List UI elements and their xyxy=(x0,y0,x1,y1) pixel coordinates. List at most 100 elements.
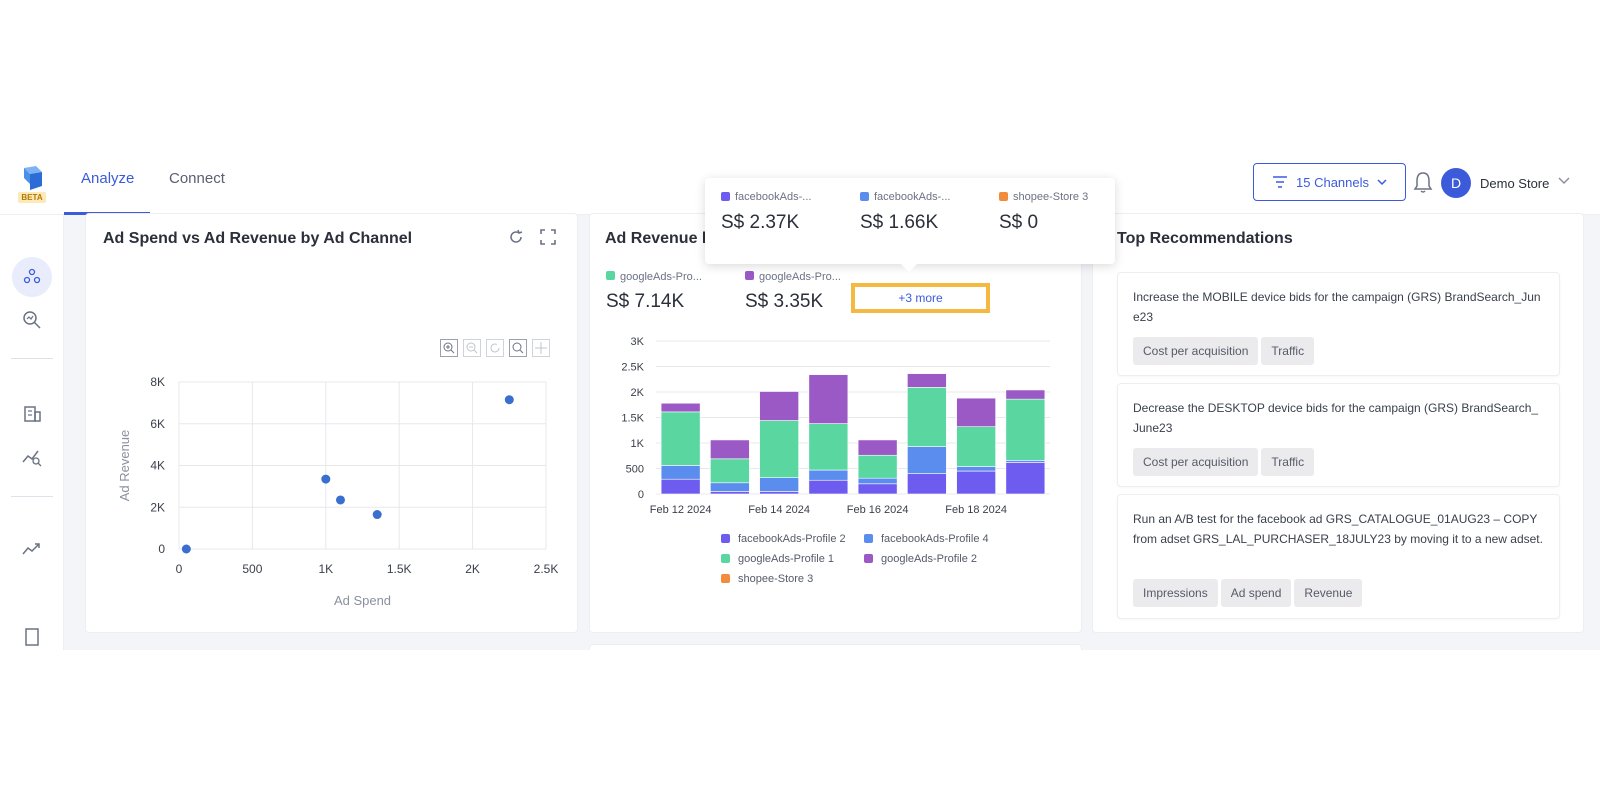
sidebar xyxy=(0,215,64,650)
y-tick-label: 4K xyxy=(150,459,165,473)
recommendation-item[interactable]: Decrease the DESKTOP device bids for the… xyxy=(1117,383,1560,487)
recommendation-tags: Cost per acquisition Traffic xyxy=(1133,337,1317,365)
bar-segment xyxy=(1005,398,1046,461)
tag: Cost per acquisition xyxy=(1133,337,1259,365)
y-tick-label: 500 xyxy=(626,464,644,476)
sidebar-item-insights-icon[interactable] xyxy=(20,537,44,561)
legend-top-value: S$ 7.14K xyxy=(606,291,685,312)
logo[interactable]: BETA xyxy=(18,164,46,204)
sidebar-item-store-icon[interactable] xyxy=(20,401,44,425)
tooltip-label: facebookAds-... xyxy=(874,190,951,203)
zoom-in-icon[interactable] xyxy=(440,339,458,357)
chevron-down-icon xyxy=(1377,179,1387,186)
tooltip-label: shopee-Store 3 xyxy=(1013,190,1089,203)
x-tick-label: 0 xyxy=(176,562,183,576)
bar-segment xyxy=(710,491,750,495)
legend-label: googleAds-Profile 2 xyxy=(881,553,977,565)
sidebar-item-search-analytics-icon[interactable] xyxy=(20,308,44,332)
bar-segment xyxy=(857,454,898,479)
recommendation-tags: Cost per acquisition Traffic xyxy=(1133,448,1317,476)
tooltip-swatch xyxy=(721,192,730,202)
x-axis-label: Ad Spend xyxy=(334,593,391,608)
legend-swatch xyxy=(721,574,730,583)
legend-swatch xyxy=(721,554,730,563)
tag: Impressions xyxy=(1133,579,1218,607)
y-tick-label: 0 xyxy=(638,489,644,501)
tab-connect[interactable]: Connect xyxy=(169,170,225,187)
fullscreen-icon[interactable] xyxy=(539,228,557,246)
bar-segment xyxy=(660,478,701,495)
x-tick-label: 1.5K xyxy=(387,562,412,576)
bar-segment xyxy=(857,439,898,456)
tag: Traffic xyxy=(1261,448,1315,476)
more-series-button[interactable]: +3 more xyxy=(851,283,990,313)
recommendation-text: Decrease the DESKTOP device bids for the… xyxy=(1133,401,1539,435)
bar-segment xyxy=(1005,462,1046,495)
legend-top-label: googleAds-Pro... xyxy=(759,271,841,283)
tab-analyze[interactable]: Analyze xyxy=(81,170,135,187)
scatter-card-title: Ad Spend vs Ad Revenue by Ad Channel xyxy=(103,230,413,247)
y-tick-label: 8K xyxy=(150,375,165,389)
legend-swatch xyxy=(864,534,873,543)
bar-segment xyxy=(759,391,799,421)
channels-filter-button[interactable]: 15 Channels xyxy=(1253,163,1406,201)
legend-label: googleAds-Profile 1 xyxy=(738,553,834,565)
logo-icon xyxy=(24,166,42,190)
scatter-point xyxy=(504,395,514,405)
bar-segment xyxy=(710,482,750,492)
scatter-point xyxy=(321,474,331,484)
app-shell: BETA Analyze Connect 15 Channels D Demo … xyxy=(0,150,1600,650)
bar-segment xyxy=(956,466,996,472)
recommendation-item[interactable]: Run an A/B test for the facebook ad GRS_… xyxy=(1117,494,1560,619)
tooltip-label: facebookAds-... xyxy=(735,190,812,203)
sidebar-item-trend-search-icon[interactable] xyxy=(20,445,44,469)
y-tick-label: 2.5K xyxy=(621,362,644,374)
legend-top-value: S$ 3.35K xyxy=(745,291,824,312)
bar-segment xyxy=(1005,389,1046,400)
bar-segment xyxy=(907,373,947,388)
legend-label: shopee-Store 3 xyxy=(738,573,813,585)
legend-swatch xyxy=(745,271,754,281)
legend-swatch xyxy=(721,534,730,543)
filter-icon xyxy=(1273,176,1287,188)
notifications-bell-icon[interactable] xyxy=(1412,170,1434,194)
x-tick-label: 500 xyxy=(242,562,262,576)
chart-zoom-toolbar xyxy=(440,339,550,357)
legend-top-item[interactable]: googleAds-Pro... S$ 3.35K xyxy=(745,267,841,313)
y-tick-label: 6K xyxy=(150,417,165,431)
bar-segment xyxy=(956,426,996,467)
y-tick-label: 1.5K xyxy=(621,413,644,425)
x-tick-label: Feb 14 2024 xyxy=(748,504,810,516)
recommendation-item[interactable]: Increase the MOBILE device bids for the … xyxy=(1117,272,1560,376)
sidebar-item-document-icon[interactable] xyxy=(20,625,44,649)
revenue-card-title: Ad Revenue l xyxy=(605,230,707,247)
sidebar-item-overview-icon[interactable] xyxy=(20,265,44,289)
legend-top-item[interactable]: googleAds-Pro... S$ 7.14K xyxy=(606,267,702,313)
bar-segment xyxy=(857,483,898,495)
bar-segment xyxy=(956,470,996,495)
x-tick-label: 2K xyxy=(465,562,480,576)
scatter-point xyxy=(335,495,345,505)
tooltip-value: S$ 0 xyxy=(999,212,1039,233)
legend-label: facebookAds-Profile 4 xyxy=(881,533,989,545)
store-chevron-down-icon[interactable] xyxy=(1558,175,1570,185)
bar-segment xyxy=(808,469,849,481)
sidebar-divider xyxy=(11,496,53,497)
store-name[interactable]: Demo Store xyxy=(1480,176,1550,191)
tooltip-item: shopee-Store 3 S$ 0 xyxy=(999,188,1088,234)
avatar[interactable]: D xyxy=(1441,168,1471,198)
chart-tooltip: facebookAds-... S$ 2.37K facebookAds-...… xyxy=(705,178,1115,272)
y-axis-label: Ad Revenue xyxy=(117,430,132,502)
zoom-out-icon[interactable] xyxy=(463,339,481,357)
refresh-icon[interactable] xyxy=(507,228,525,246)
y-tick-label: 2K xyxy=(631,387,645,399)
pan-icon[interactable] xyxy=(532,339,550,357)
tooltip-value: S$ 1.66K xyxy=(860,212,939,233)
bar-segment xyxy=(759,491,799,495)
selection-zoom-icon[interactable] xyxy=(509,339,527,357)
reset-zoom-icon[interactable] xyxy=(486,339,504,357)
x-tick-label: 2.5K xyxy=(534,562,559,576)
tag: Traffic xyxy=(1261,337,1315,365)
channels-label: 15 Channels xyxy=(1296,174,1369,190)
tooltip-value: S$ 2.37K xyxy=(721,212,800,233)
